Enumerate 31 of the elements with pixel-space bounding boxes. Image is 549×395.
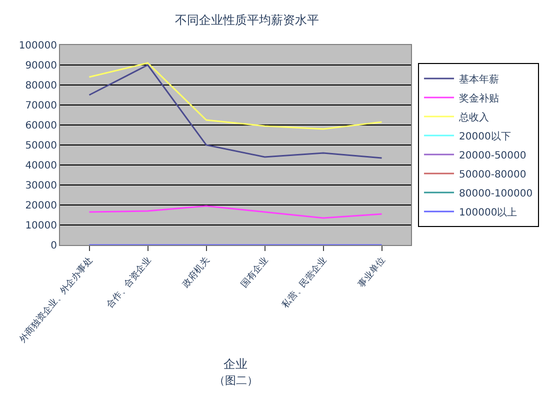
line-series xyxy=(88,205,382,219)
y-tick-label: 20000 xyxy=(25,200,57,212)
legend-label: 基本年薪 xyxy=(459,73,500,86)
x-tick-label: 事业单位 xyxy=(356,255,388,290)
text: （图二） xyxy=(214,374,258,387)
legend-label: 20000-50000 xyxy=(459,150,526,162)
x-axis-title: 企业 xyxy=(224,356,248,371)
y-tick-label: 40000 xyxy=(25,160,57,172)
y-tick-label: 10000 xyxy=(25,220,57,232)
y-tick-label: 90000 xyxy=(25,60,57,72)
legend-label: 20000以下 xyxy=(459,130,511,142)
y-tick-label: 70000 xyxy=(25,100,57,112)
legend-label: 80000-100000 xyxy=(459,188,533,200)
y-tick-label: 0 xyxy=(50,240,57,252)
y-tick-label: 60000 xyxy=(25,120,57,132)
chart-title: 不同企业性质平均薪资水平 xyxy=(175,13,320,28)
legend-label: 奖金补贴 xyxy=(459,92,500,104)
legend-label: 50000-80000 xyxy=(459,169,526,180)
x-tick-label: 合作、合资企业 xyxy=(104,255,154,310)
x-tick-label: 政府机关 xyxy=(180,255,212,290)
line-series xyxy=(88,62,382,130)
legend-label: 总收入 xyxy=(458,111,490,124)
y-tick-label: 30000 xyxy=(25,180,57,192)
y-tick-label: 50000 xyxy=(25,140,57,152)
y-tick-label: 100000 xyxy=(18,40,57,52)
x-tick-label: 国有企业 xyxy=(238,255,270,290)
x-tick-label: 外商独资企业、外企办事处 xyxy=(17,255,95,345)
x-tick-label: 私营、民营企业 xyxy=(280,255,329,310)
legend-label: 100000以上 xyxy=(459,206,518,218)
y-tick-label: 80000 xyxy=(25,80,57,92)
line-series xyxy=(88,64,382,159)
